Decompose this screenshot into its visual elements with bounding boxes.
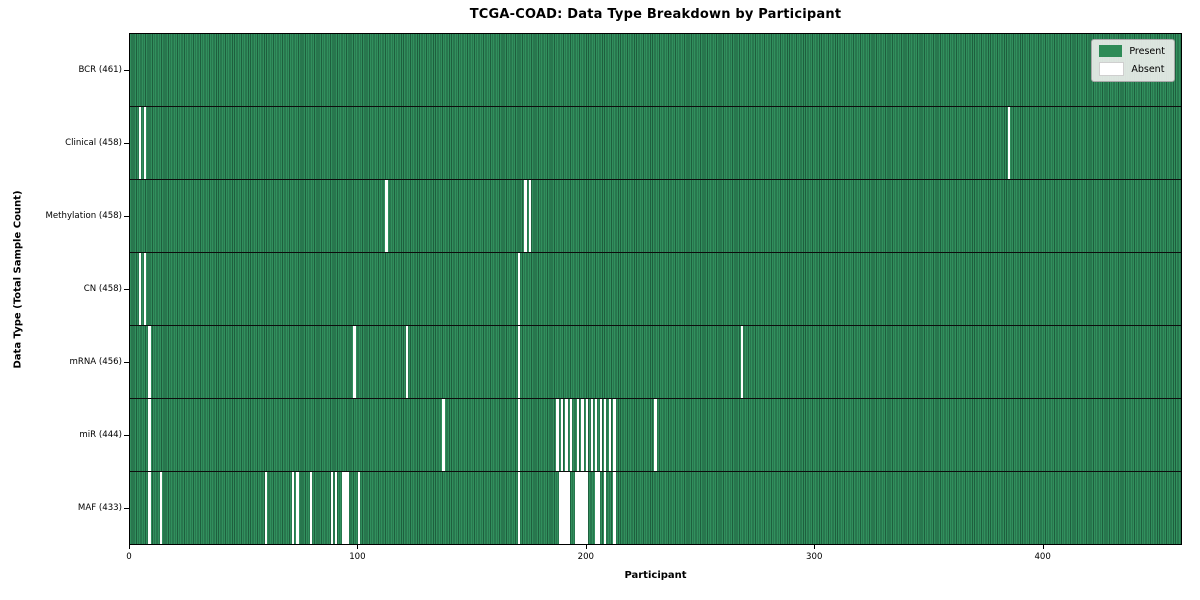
ytick-mark [124,142,129,144]
ytick-label-cn: CN (458) [83,284,122,294]
absent-stripe [595,399,598,471]
absent-stripe [517,253,520,325]
ytick-mark [124,289,129,290]
absent-stripe [654,399,657,471]
xtick-label-0: 0 [126,552,132,562]
absent-stripe [608,399,612,471]
ytick-mark [124,362,129,364]
absent-stripe [310,472,313,544]
absent-stripe [342,472,349,544]
absent-stripe [330,472,333,544]
absent-stripe [143,107,146,179]
xtick-mark [814,545,816,549]
absent-stripe [613,472,616,544]
row-mrna [130,326,1181,399]
absent-stripe [148,326,151,398]
xtick-mark [129,545,130,549]
absent-stripe [581,399,584,471]
ytick-mark [124,215,129,217]
absent-stripe [357,472,361,544]
plot-area: Present Absent [129,33,1182,545]
absent-stripe [139,107,142,179]
absent-stripe [560,399,564,471]
xtick-label-100: 100 [349,552,366,562]
ytick-mark [124,508,129,510]
legend-entry-present: Present [1099,45,1165,57]
absent-stripe [517,399,520,471]
ytick-label-mir: miR (444) [79,430,122,441]
row-bcr [130,34,1181,107]
absent-stripe [335,472,338,544]
absent-stripe [517,472,520,544]
absent-stripe [517,326,520,398]
absent-stripe [570,399,573,471]
absent-stripe [740,326,744,398]
ytick-label-mrna: mRNA (456) [69,357,123,368]
absent-stripe [585,399,589,471]
row-clinical [130,107,1181,180]
absent-stripe [442,399,445,471]
xtick-label-200: 200 [577,552,595,562]
absent-stripe [296,472,299,544]
absent-stripe [556,399,559,471]
present-swatch [1099,45,1123,57]
absent-stripe [385,180,388,252]
row-cn [130,253,1181,326]
rows-container [130,34,1181,544]
absent-stripe [613,399,616,471]
row-maf [130,472,1181,544]
ytick-label-clinical: Clinical (458) [65,137,122,148]
absent-stripe [528,180,532,252]
absent-stripe [590,399,593,471]
absent-stripe [599,399,602,471]
ytick-label-bcr: BCR (461) [78,64,122,75]
absent-swatch [1099,62,1125,76]
legend-label-absent: Absent [1131,63,1165,75]
row-mir [130,399,1181,472]
ytick-label-methylation: Methylation (458) [45,210,122,221]
ytick-label-maf: MAF (433) [77,503,122,514]
absent-stripe [159,472,162,544]
legend-entry-absent: Absent [1099,62,1165,76]
legend-label-present: Present [1129,45,1165,57]
y-axis-label: Data Type (Total Sample Count) [12,190,24,369]
absent-stripe [558,472,570,544]
absent-stripe [353,326,356,398]
ytick-mark [124,69,129,71]
xtick-mark [1042,545,1044,549]
row-methylation [130,180,1181,253]
x-axis-label: Participant [624,570,687,581]
absent-stripe [148,399,151,471]
absent-stripe [565,399,568,471]
xtick-mark [585,545,587,549]
absent-stripe [524,180,527,252]
absent-stripe [139,253,142,325]
xtick-mark [357,545,359,549]
absent-stripe [405,326,409,398]
xtick-label-300: 300 [806,552,823,562]
xtick-label-400: 400 [1034,552,1051,562]
absent-stripe [1007,107,1010,179]
absent-stripe [595,472,600,544]
chart-title: TCGA-COAD: Data Type Breakdown by Partic… [469,7,842,22]
absent-stripe [574,472,589,544]
absent-stripe [291,472,295,544]
ytick-mark [124,435,129,437]
absent-stripe [143,253,146,325]
absent-stripe [264,472,267,544]
absent-stripe [148,472,151,544]
absent-stripe [604,472,607,544]
legend: Present Absent [1091,39,1175,82]
absent-stripe [576,399,580,471]
absent-stripe [604,399,607,471]
